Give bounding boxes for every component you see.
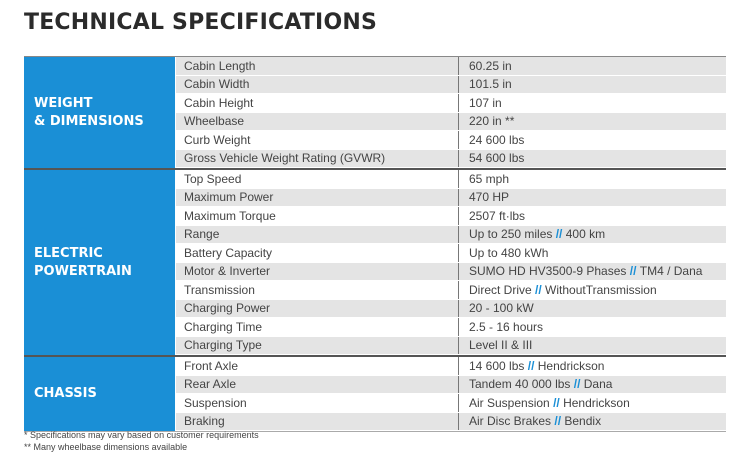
spec-label: Cabin Height: [184, 95, 254, 110]
spec-label: Range: [184, 227, 220, 242]
spec-value: Air Suspension // Hendrickson: [458, 394, 726, 412]
spec-label: Charging Power: [184, 301, 271, 316]
spec-value: 60.25 in: [458, 57, 726, 75]
spec-label: Wheelbase: [184, 114, 245, 129]
spec-value: Tandem 40 000 lbs // Dana: [458, 375, 726, 393]
spec-row: Cabin Length 60.25 in: [176, 57, 726, 76]
spec-label: Curb Weight: [184, 132, 251, 147]
spec-value: Direct Drive // WithoutTransmission: [458, 281, 726, 299]
spec-row: Cabin Width 101.5 in: [176, 75, 726, 94]
spec-label: Charging Type: [184, 338, 262, 353]
separator: //: [527, 358, 535, 373]
spec-label: Cabin Length: [184, 58, 256, 73]
spec-label: Gross Vehicle Weight Rating (GVWR): [184, 151, 386, 166]
value-part-b: WithoutTransmission: [545, 282, 657, 297]
separator: //: [555, 227, 563, 242]
spec-label: Transmission: [184, 282, 255, 297]
value-part-a: Air Disc Brakes: [469, 414, 552, 429]
value-part-b: Hendrickson: [537, 358, 605, 373]
page-title: TECHNICAL SPECIFICATIONS: [24, 10, 377, 35]
value-part-a: 14 600 lbs: [469, 358, 525, 373]
spec-value: 470 HP: [458, 188, 726, 206]
spec-value: Level II & III: [458, 336, 726, 354]
spec-value: 220 in **: [458, 112, 726, 130]
value-part-b: TM4 / Dana: [639, 264, 703, 279]
section-heading-line1: CHASSIS: [34, 386, 97, 401]
section-heading: WEIGHT & DIMENSIONS: [24, 57, 176, 168]
value-part-b: Bendix: [564, 414, 602, 429]
spec-row: Cabin Height 107 in: [176, 94, 726, 113]
value-part-a: Up to 250 miles: [469, 227, 553, 242]
spec-row: Rear Axle Tandem 40 000 lbs // Dana: [176, 375, 726, 394]
spec-label: Cabin Width: [184, 77, 250, 92]
spec-row: Top Speed 65 mph: [176, 170, 726, 189]
spec-value: 101.5 in: [458, 75, 726, 93]
separator: //: [553, 395, 560, 410]
value-part-b: Dana: [583, 377, 613, 392]
spec-label: Motor & Inverter: [184, 264, 271, 279]
spec-row: Range Up to 250 miles // 400 km: [176, 225, 726, 244]
spec-label: Top Speed: [184, 171, 242, 186]
spec-row: Maximum Torque 2507 ft·lbs: [176, 207, 726, 226]
spec-value: 65 mph: [458, 170, 726, 188]
spec-value: 2.5 - 16 hours: [458, 318, 726, 336]
spec-label: Rear Axle: [184, 377, 237, 392]
spec-row: Charging Type Level II & III: [176, 336, 726, 355]
spec-row: Charging Time 2.5 - 16 hours: [176, 318, 726, 337]
value-part-a: SUMO HD HV3500-9 Phases: [469, 264, 627, 279]
spec-value: 54 600 lbs: [458, 149, 726, 167]
spec-label: Battery Capacity: [184, 245, 273, 260]
spec-table: WEIGHT & DIMENSIONS Cabin Length 60.25 in…: [24, 56, 726, 432]
section-electric-powertrain: ELECTRIC POWERTRAIN Top Speed 65 mph Maxi…: [24, 170, 726, 357]
spec-value: 14 600 lbs // Hendrickson: [458, 357, 726, 375]
separator: //: [573, 377, 581, 392]
footnote: ** Many wheelbase dimensions available: [24, 442, 188, 452]
section-heading-line1: WEIGHT: [34, 95, 93, 111]
spec-value: Up to 250 miles // 400 km: [458, 225, 726, 243]
separator: //: [535, 282, 542, 297]
value-part-a: Direct Drive: [469, 282, 532, 297]
spec-value: Air Disc Brakes // Bendix: [458, 412, 726, 430]
spec-row: Battery Capacity Up to 480 kWh: [176, 244, 726, 263]
spec-label: Front Axle: [184, 358, 239, 373]
spec-value: 24 600 lbs: [458, 131, 726, 149]
section-chassis: CHASSIS Front Axle 14 600 lbs // Hendrick…: [24, 357, 726, 432]
spec-label: Suspension: [184, 395, 247, 410]
section-heading-line2: & DIMENSIONS: [34, 113, 144, 129]
spec-value: 2507 ft·lbs: [458, 207, 726, 225]
spec-label: Charging Time: [184, 319, 263, 334]
footnote: * Specifications may vary based on custo…: [24, 430, 259, 440]
section-heading-line1: ELECTRIC: [34, 245, 103, 261]
section-weight-dimensions: WEIGHT & DIMENSIONS Cabin Length 60.25 in…: [24, 56, 726, 170]
section-heading: CHASSIS: [24, 357, 176, 431]
value-part-a: Tandem 40 000 lbs: [469, 377, 571, 392]
value-part-b: 400 km: [565, 227, 606, 242]
footnotes: * Specifications may vary based on custo…: [24, 429, 259, 453]
spec-row: Gross Vehicle Weight Rating (GVWR) 54 600…: [176, 149, 726, 168]
spec-row: Braking Air Disc Brakes // Bendix: [176, 412, 726, 431]
separator: //: [554, 414, 562, 429]
spec-row: Curb Weight 24 600 lbs: [176, 131, 726, 150]
value-part-a: Air Suspension: [469, 395, 550, 410]
section-heading-line2: POWERTRAIN: [34, 263, 132, 279]
spec-row: Wheelbase 220 in **: [176, 112, 726, 131]
spec-label: Maximum Torque: [184, 208, 276, 223]
spec-value: 107 in: [458, 94, 726, 112]
spec-row: Charging Power 20 - 100 kW: [176, 299, 726, 318]
separator: //: [629, 264, 637, 279]
spec-label: Maximum Power: [184, 190, 274, 205]
spec-value: Up to 480 kWh: [458, 244, 726, 262]
section-heading: ELECTRIC POWERTRAIN: [24, 170, 176, 355]
spec-row: Maximum Power 470 HP: [176, 188, 726, 207]
spec-label: Braking: [184, 414, 225, 429]
spec-row: Motor & Inverter SUMO HD HV3500-9 Phases …: [176, 262, 726, 281]
spec-value: 20 - 100 kW: [458, 299, 726, 317]
spec-row: Suspension Air Suspension // Hendrickson: [176, 394, 726, 413]
value-part-b: Hendrickson: [563, 395, 630, 410]
spec-row: Transmission Direct Drive // WithoutTrans…: [176, 281, 726, 300]
spec-value: SUMO HD HV3500-9 Phases // TM4 / Dana: [458, 262, 726, 280]
spec-row: Front Axle 14 600 lbs // Hendrickson: [176, 357, 726, 376]
